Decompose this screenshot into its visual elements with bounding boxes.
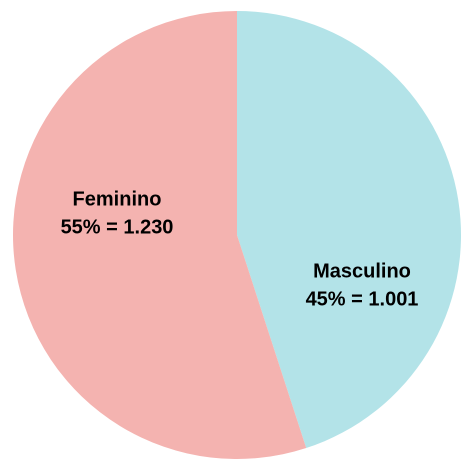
pie-slice (13, 11, 307, 459)
value-label: 45% = 1.001 (306, 288, 419, 310)
pie-slice (237, 11, 461, 449)
slice-label: Feminino (73, 188, 162, 210)
value-label: 55% = 1.230 (61, 216, 174, 238)
slice-label: Masculino (313, 260, 411, 282)
